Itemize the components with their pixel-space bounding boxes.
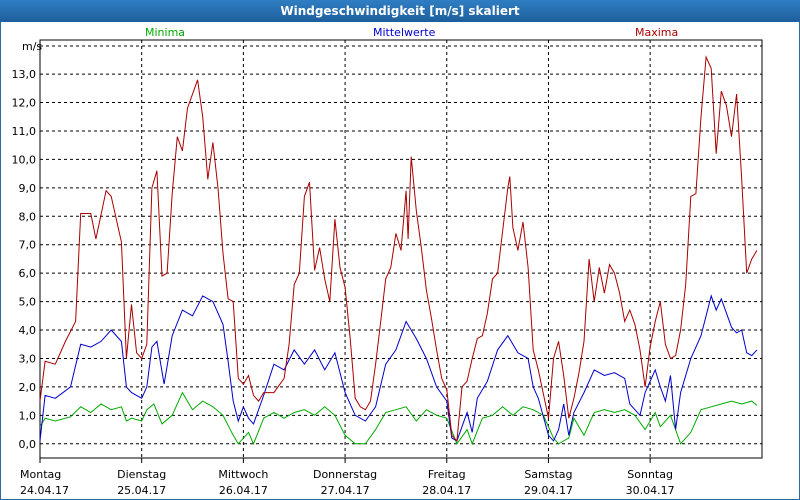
legend-minima: Minima: [145, 26, 185, 39]
x-tick-weekday: Dienstag: [117, 468, 166, 481]
grid-lines: [40, 40, 762, 458]
y-tick-label: 1,0: [19, 409, 37, 422]
y-tick-label: 7,0: [19, 239, 37, 252]
x-tick-date: 27.04.17: [321, 484, 370, 497]
series-line-mittelwerte: [39, 294, 758, 442]
chart-title: Windgeschwindigkeit [m/s] skaliert: [0, 0, 800, 22]
y-tick-label: 0,0: [19, 438, 37, 451]
legend-maxima: Maxima: [635, 26, 678, 39]
x-tick-date: 30.04.17: [626, 484, 675, 497]
y-tick-label: 9,0: [19, 182, 37, 195]
y-axis-ticks: 0,0 1,0 2,0 3,0 4,0 5,0 6,0 7,0 8,0 9,0 10,0 11,0 12…: [12, 68, 37, 451]
x-tick-weekday: Samstag: [524, 468, 572, 481]
x-tick-weekday: Mittwoch: [218, 468, 268, 481]
y-tick-label: 5,0: [19, 296, 37, 309]
y-tick-label: 8,0: [19, 210, 37, 223]
y-tick-label: 13,0: [12, 68, 37, 81]
series-line-maxima: [39, 55, 758, 443]
series-line-minima: [39, 391, 758, 446]
y-tick-label: 11,0: [12, 125, 37, 138]
y-axis-label: m/s: [22, 40, 42, 53]
x-axis-ticks: Montag 24.04.17 Dienstag 25.04.17 Mittwoch 26…: [20, 458, 675, 497]
series-lines: [39, 55, 758, 446]
y-tick-label: 10,0: [12, 153, 37, 166]
x-tick-date: 29.04.17: [524, 484, 573, 497]
x-tick-weekday: Sonntag: [627, 468, 673, 481]
x-tick-date: 26.04.17: [219, 484, 268, 497]
y-tick-label: 3,0: [19, 352, 37, 365]
y-tick-label: 2,0: [19, 381, 37, 394]
x-tick-weekday: Freitag: [428, 468, 466, 481]
x-tick-weekday: Donnerstag: [313, 468, 377, 481]
x-tick-date: 24.04.17: [20, 484, 69, 497]
y-tick-label: 6,0: [19, 267, 37, 280]
legend-mittelwerte: Mittelwerte: [373, 26, 436, 39]
x-tick-weekday: Montag: [20, 468, 61, 481]
x-tick-date: 25.04.17: [117, 484, 166, 497]
y-tick-label: 12,0: [12, 97, 37, 110]
y-tick-label: 4,0: [19, 324, 37, 337]
x-tick-date: 28.04.17: [422, 484, 471, 497]
